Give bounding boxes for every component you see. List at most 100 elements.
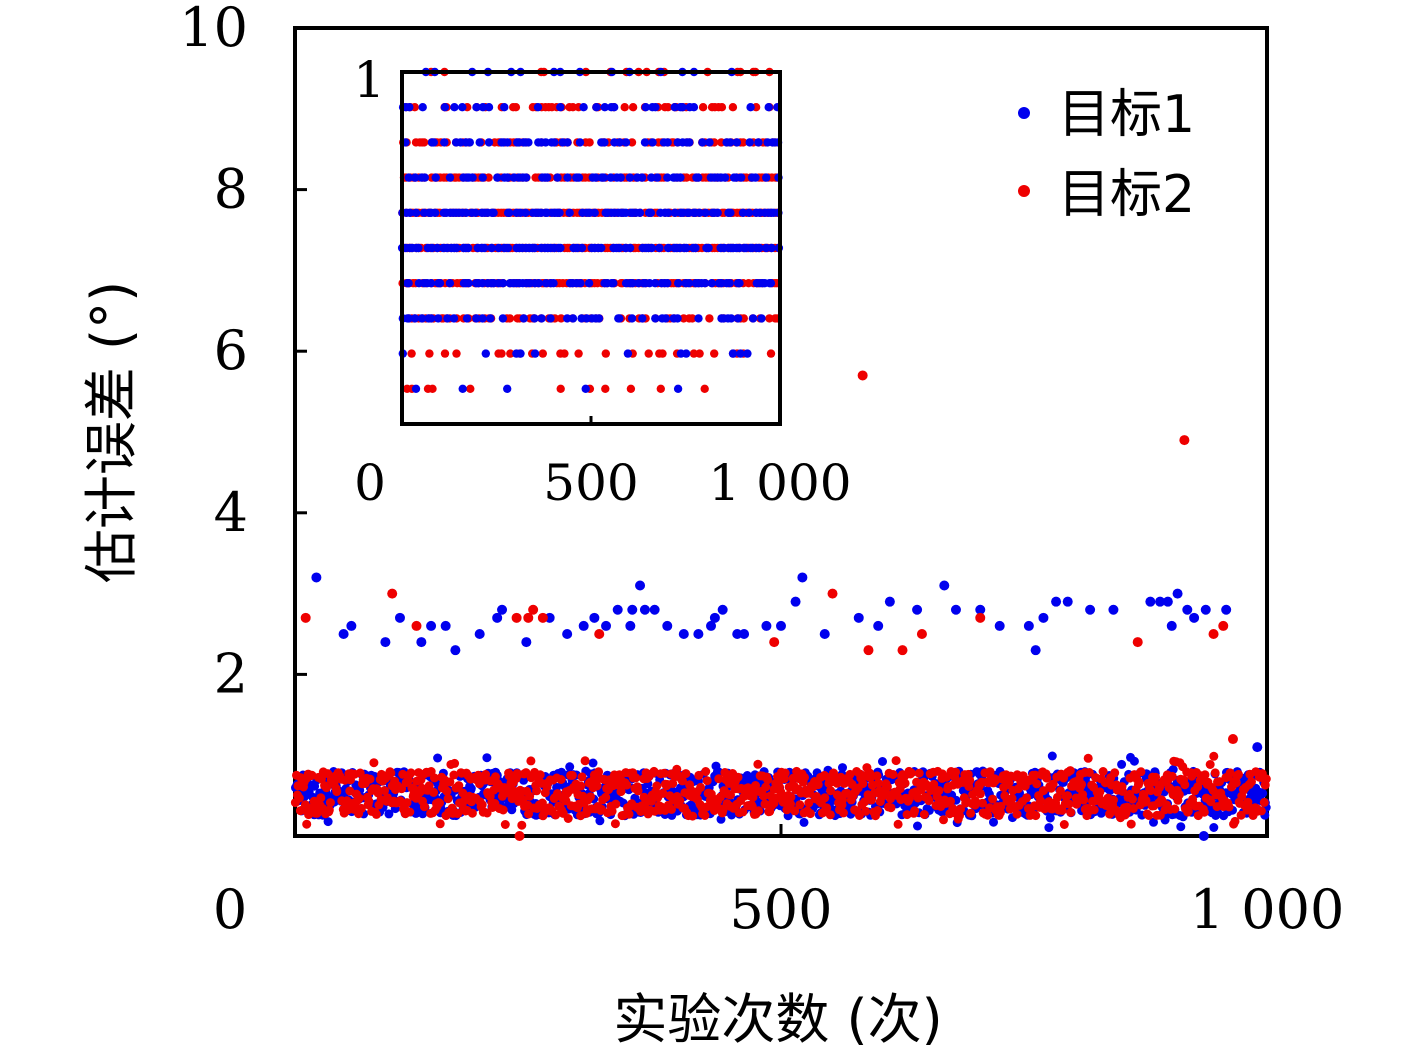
inset-point-2	[466, 384, 475, 393]
inset-point-1	[468, 173, 477, 182]
main-point-2	[482, 808, 492, 818]
main-outlier-1	[739, 629, 750, 639]
main-point-2	[763, 775, 773, 785]
inset-point-1	[579, 103, 588, 112]
main-point-1	[799, 817, 809, 827]
inset-point-2	[538, 349, 547, 358]
inset-point-1	[420, 173, 429, 182]
main-point-2	[786, 792, 796, 802]
main-point-2	[939, 815, 948, 825]
main-outlier-1	[761, 620, 772, 631]
main-point-2	[435, 798, 444, 808]
inset-point-1	[404, 173, 413, 182]
main-point-2	[397, 784, 407, 794]
main-outlier-2	[537, 612, 548, 623]
inset-point-1	[445, 279, 455, 288]
main-point-2	[1077, 779, 1087, 789]
inset-point-1	[493, 173, 502, 182]
legend-label-series-2: 目标2	[1058, 165, 1195, 225]
main-point-2	[535, 770, 545, 780]
main-point-2	[701, 767, 711, 776]
main-point-2	[525, 791, 535, 801]
inset-point-2	[682, 173, 691, 182]
main-point-2	[1012, 809, 1022, 819]
main-outlier-2	[863, 645, 874, 656]
main-point-2	[667, 804, 676, 814]
main-point-2	[624, 809, 634, 819]
inset-point-1	[685, 138, 694, 147]
inset-point-1	[503, 138, 512, 147]
inset-point-2	[765, 314, 774, 323]
main-point-2	[659, 768, 669, 778]
main-point-2	[1141, 795, 1151, 805]
main-outlier-1	[1038, 612, 1049, 623]
inset-point-1	[521, 208, 530, 217]
inset-point-1	[563, 138, 572, 147]
inset-point-1	[594, 314, 604, 323]
main-outlier-2	[769, 637, 780, 648]
main-point-2	[1261, 774, 1271, 784]
main-point-2	[1136, 767, 1146, 777]
main-outlier-1	[639, 604, 650, 615]
inset-point-2	[658, 349, 667, 358]
main-point-2	[1180, 780, 1190, 790]
inset-point-1	[478, 314, 487, 323]
main-point-2	[601, 792, 611, 802]
main-point-2	[454, 781, 464, 791]
main-point-2	[700, 811, 710, 820]
main-point-2	[906, 768, 916, 778]
inset-point-1	[581, 384, 590, 393]
main-outlier-2	[975, 612, 986, 623]
main-point-2	[1048, 779, 1058, 789]
inset-point-1	[746, 103, 755, 112]
inset-point-1	[615, 138, 624, 147]
inset-point-1	[745, 138, 754, 147]
main-point-2	[1247, 777, 1256, 787]
main-point-2	[914, 768, 924, 778]
main-x-tick-label: 1 000	[1190, 878, 1345, 941]
main-point-2	[302, 819, 312, 829]
main-point-2	[826, 786, 836, 796]
main-point-1	[466, 784, 476, 794]
main-point-2	[893, 819, 903, 829]
main-point-1	[482, 753, 492, 763]
main-outlier-1	[853, 612, 864, 623]
inset-point-1	[435, 279, 445, 288]
main-outlier-1	[627, 604, 638, 615]
main-point-2	[498, 805, 508, 815]
inset-point-1	[452, 243, 461, 253]
main-point-2	[867, 795, 876, 805]
inset-point-1	[556, 243, 565, 253]
main-point-2	[1022, 793, 1032, 803]
main-point-2	[633, 786, 643, 796]
inset-point-1	[574, 173, 584, 182]
main-point-2	[956, 804, 965, 814]
main-point-2	[839, 808, 848, 818]
inset-point-1	[597, 243, 606, 253]
inset-point-1	[481, 349, 490, 358]
inset-point-2	[556, 314, 566, 323]
inset-point-1	[576, 279, 585, 288]
inset-point-2	[425, 349, 434, 358]
main-point-2	[1205, 760, 1215, 769]
main-point-2	[996, 801, 1006, 811]
main-point-2	[688, 811, 698, 821]
main-point-2	[754, 806, 764, 816]
inset-point-2	[601, 384, 610, 393]
inset-point-1	[663, 279, 672, 288]
inset-point-1	[664, 208, 673, 217]
inset-point-1	[682, 243, 691, 253]
main-point-2	[631, 773, 641, 783]
main-outlier-1	[873, 620, 884, 631]
main-outlier-2	[1218, 620, 1229, 631]
main-point-2	[473, 770, 483, 780]
inset-point-1	[647, 173, 656, 182]
inset-point-1	[487, 243, 496, 253]
inset-point-2	[628, 103, 638, 112]
main-point-2	[1064, 799, 1074, 809]
main-outlier-1	[635, 580, 646, 591]
main-point-2	[332, 787, 342, 797]
legend: 目标1 目标2	[1018, 85, 1195, 225]
main-point-1	[384, 809, 394, 819]
main-point-2	[675, 796, 685, 805]
